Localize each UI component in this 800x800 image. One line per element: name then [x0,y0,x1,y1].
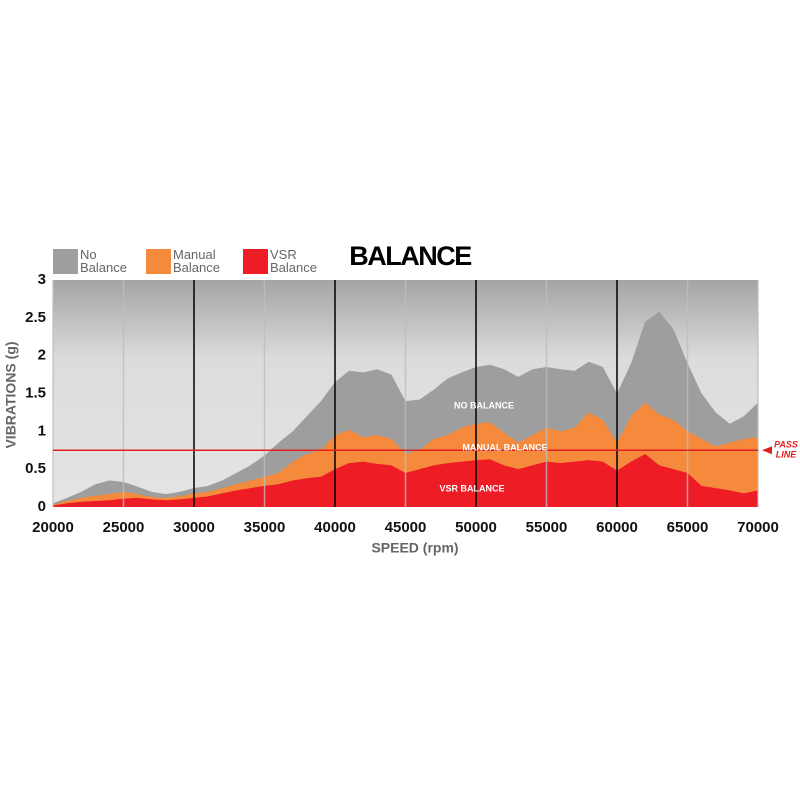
y-tick-label: 2 [38,347,46,364]
x-tick-label: 30000 [173,519,215,536]
pass-arrow [762,446,772,455]
y-tick-label: 0 [38,498,46,515]
y-tick-label: 1 [38,422,46,439]
legend-swatch [53,248,78,274]
y-tick-label: 1.5 [25,384,46,401]
x-tick-label: 55000 [526,519,568,536]
x-tick-label: 20000 [32,519,74,536]
chart-title: BALANCE [349,241,471,271]
y-tick-label: 2.5 [25,309,46,326]
legend-item: VSR Balance [243,248,318,274]
area-label: NO BALANCE [454,400,514,410]
x-tick-label: 35000 [244,519,286,536]
x-tick-label: 25000 [103,519,145,536]
x-tick-label: 70000 [737,519,779,536]
legend-swatch [146,248,171,274]
area-label: MANUAL BALANCE [462,442,547,452]
legend-item: Manual Balance [146,248,221,274]
x-tick-label: 65000 [667,519,709,536]
y-tick-label: 0.5 [25,460,46,477]
y-tick-label: 3 [38,271,46,288]
legend-label: Manual Balance [173,247,220,275]
legend-label: VSR Balance [270,247,317,275]
x-tick-label: 40000 [314,519,356,536]
legend-swatch [243,248,268,274]
x-tick-label: 50000 [455,519,497,536]
legend-item: No Balance [53,248,128,274]
area-label: VSR BALANCE [439,483,504,493]
x-axis-label: SPEED (rpm) [371,540,458,556]
x-tick-label: 45000 [385,519,427,536]
x-tick-label: 60000 [596,519,638,536]
y-axis-label: VIBRATIONS (g) [3,341,19,448]
legend-label: No Balance [80,247,127,275]
pass-line-label: PASS LINE [774,440,798,460]
